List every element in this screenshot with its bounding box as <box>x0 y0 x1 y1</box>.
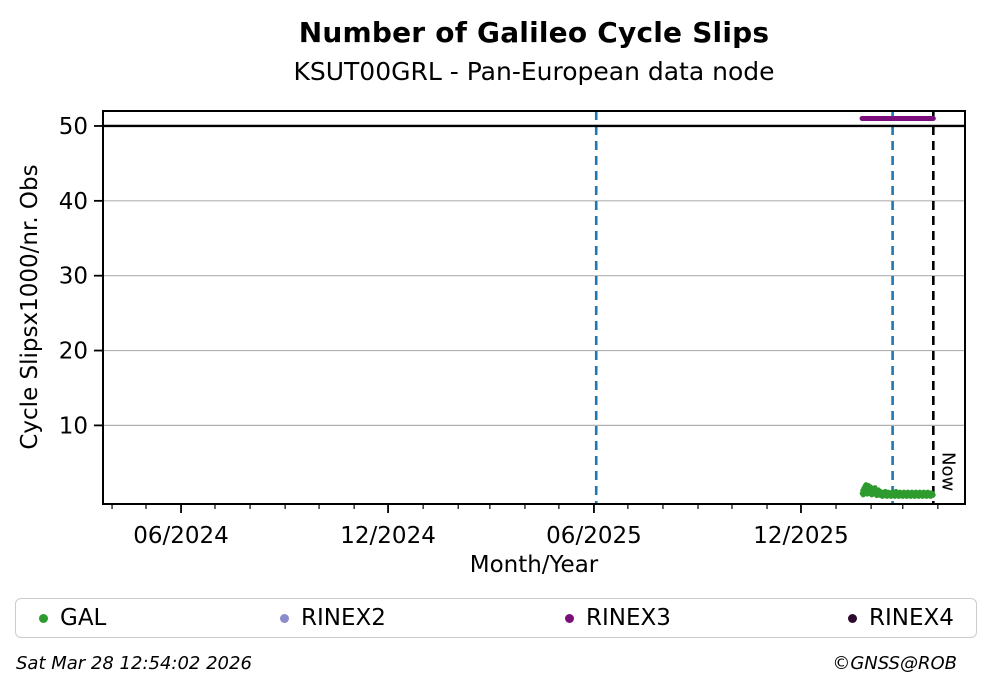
plot-frame <box>102 110 966 505</box>
chart-title: Number of Galileo Cycle Slips <box>298 16 770 49</box>
chart-subtitle: KSUT00GRL - Pan-European data node <box>293 57 775 86</box>
legend-label: GAL <box>60 605 107 631</box>
x-axis-label: Month/Year <box>469 552 599 578</box>
legend-item-rinex4: RINEX4 <box>848 599 954 637</box>
plot-timestamp: Sat Mar 28 12:54:02 2026 <box>16 653 252 674</box>
rinex3-marker-icon <box>565 613 574 623</box>
legend-item-rinex2: RINEX2 <box>280 599 386 637</box>
y-tick-label: 20 <box>59 339 88 365</box>
legend-item-gal: GAL <box>39 599 106 637</box>
y-tick-label: 10 <box>59 413 88 439</box>
copyright: ©GNSS@ROB <box>832 653 957 674</box>
legend-label: RINEX3 <box>586 605 671 631</box>
legend-label: RINEX4 <box>869 605 954 631</box>
y-axis-label: Cycle Slipsx1000/nr. Obs <box>17 164 43 450</box>
x-tick-label: 06/2024 <box>133 523 229 549</box>
gal-marker-icon <box>39 613 48 623</box>
legend-box: GAL RINEX2 RINEX3 RINEX4 <box>15 598 977 638</box>
x-tick-label: 12/2024 <box>340 523 436 549</box>
rinex4-marker-icon <box>848 613 857 623</box>
legend-item-rinex3: RINEX3 <box>565 599 671 637</box>
y-tick-label: 50 <box>59 114 88 140</box>
rinex2-marker-icon <box>280 613 289 623</box>
y-tick-label: 30 <box>59 264 88 290</box>
legend-label: RINEX2 <box>301 605 386 631</box>
x-tick-label: 06/2025 <box>546 523 642 549</box>
x-tick-label: 12/2025 <box>753 523 849 549</box>
plot-area: Now 06/2024 12/2024 06/2025 12/2025 10 20 30 40 5… <box>59 110 966 549</box>
now-label: Now <box>937 452 958 491</box>
gal-data-point <box>930 492 936 498</box>
y-tick-label: 40 <box>59 189 88 215</box>
